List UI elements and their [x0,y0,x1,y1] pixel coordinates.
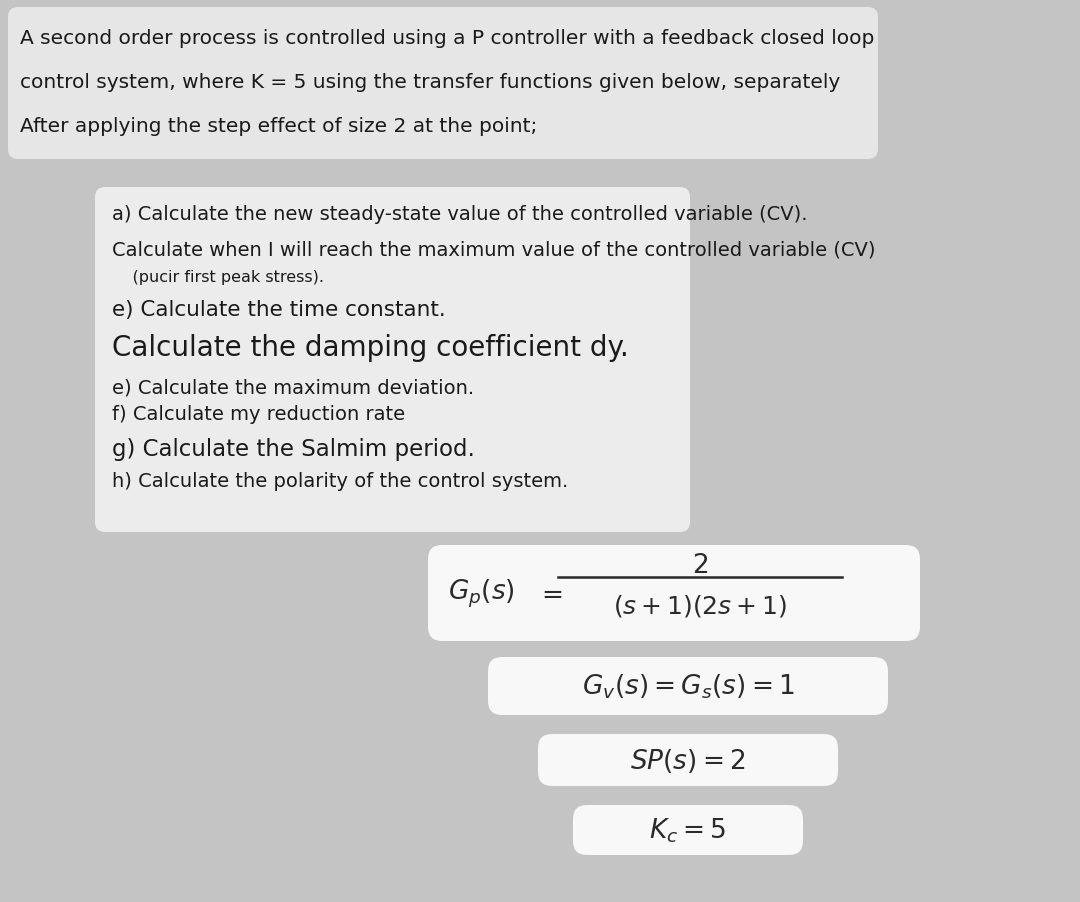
Text: h) Calculate the polarity of the control system.: h) Calculate the polarity of the control… [112,472,568,491]
Text: Calculate when I will reach the maximum value of the controlled variable (CV): Calculate when I will reach the maximum … [112,240,876,259]
Text: $G_v(s) = G_s(s) = 1$: $G_v(s) = G_s(s) = 1$ [582,672,795,701]
Text: e) Calculate the time constant.: e) Calculate the time constant. [112,299,446,319]
Text: $(s + 1)(2s + 1)$: $(s + 1)(2s + 1)$ [613,593,787,618]
Text: (pucir first peak stress).: (pucir first peak stress). [112,271,324,285]
Text: $2$: $2$ [692,552,708,578]
Text: g) Calculate the Salmim period.: g) Calculate the Salmim period. [112,438,475,461]
Text: After applying the step effect of size 2 at the point;: After applying the step effect of size 2… [21,116,538,135]
FancyBboxPatch shape [573,805,804,855]
Text: $G_p(s)$: $G_p(s)$ [448,577,515,610]
Text: A second order process is controlled using a P controller with a feedback closed: A second order process is controlled usi… [21,29,875,48]
Text: e) Calculate the maximum deviation.: e) Calculate the maximum deviation. [112,378,474,397]
Text: f) Calculate my reduction rate: f) Calculate my reduction rate [112,405,405,424]
FancyBboxPatch shape [95,188,690,532]
FancyBboxPatch shape [538,734,838,787]
FancyBboxPatch shape [8,8,878,160]
Text: $SP(s) = 2$: $SP(s) = 2$ [631,746,745,774]
Text: $K_c = 5$: $K_c = 5$ [649,815,727,844]
Text: a) Calculate the new steady-state value of the controlled variable (CV).: a) Calculate the new steady-state value … [112,206,808,225]
FancyBboxPatch shape [428,546,920,641]
FancyBboxPatch shape [488,658,888,715]
Text: control system, where K = 5 using the transfer functions given below, separately: control system, where K = 5 using the tr… [21,72,840,91]
Text: Calculate the damping coefficient dy.: Calculate the damping coefficient dy. [112,334,629,362]
Text: $=$: $=$ [536,580,563,606]
